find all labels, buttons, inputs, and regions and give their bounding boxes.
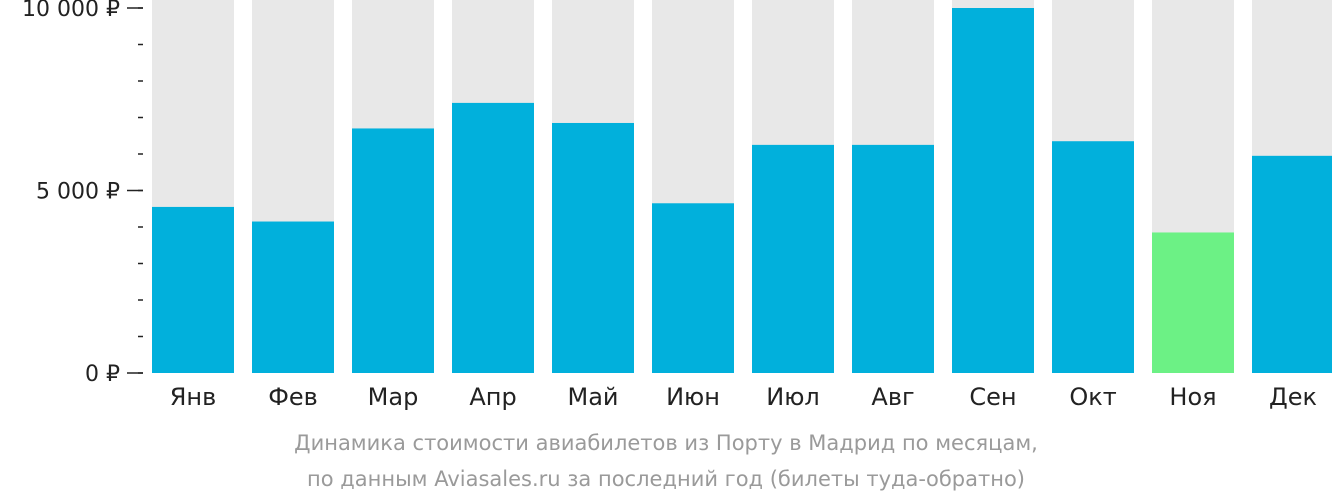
bar-6 xyxy=(652,203,734,373)
y-tick-label: 5 000 ₽ xyxy=(36,180,120,205)
bar-7 xyxy=(752,144,834,373)
bar-4 xyxy=(452,102,534,374)
y-axis: 0 ₽ 5 000 ₽ 10 000 ₽ xyxy=(22,0,143,387)
bar-chart: 0 ₽ 5 000 ₽ 10 000 ₽ Янв Фев Мар Апр Май Июн Июл… xyxy=(22,0,1332,411)
x-tick-label: Мар xyxy=(368,383,419,411)
bar-12 xyxy=(1252,155,1332,373)
x-axis: Янв Фев Мар Апр Май Июн Июл Авг Сен Окт Ноя Дек xyxy=(170,383,1317,411)
x-tick-label: Окт xyxy=(1069,383,1116,411)
y-tick-label: 0 ₽ xyxy=(85,362,120,387)
bar-5 xyxy=(552,122,634,373)
x-tick-label: Сен xyxy=(969,383,1016,411)
x-tick-label: Янв xyxy=(170,383,217,411)
x-tick-label: Ноя xyxy=(1169,383,1216,411)
chart-caption-line-2: по данным Aviasales.ru за последний год … xyxy=(307,467,1025,491)
y-tick-label: 10 000 ₽ xyxy=(22,0,120,22)
chart-caption-line-1: Динамика стоимости авиабилетов из Порту … xyxy=(294,431,1038,455)
data-bars xyxy=(152,8,1332,374)
bar-2 xyxy=(252,221,334,373)
bar-11 xyxy=(1152,232,1234,373)
x-tick-label: Июл xyxy=(766,383,820,411)
bar-3 xyxy=(352,128,434,373)
bar-9 xyxy=(952,8,1034,373)
bar-10 xyxy=(1052,141,1134,373)
x-tick-label: Май xyxy=(567,383,618,411)
x-tick-label: Авг xyxy=(871,383,914,411)
x-tick-label: Июн xyxy=(666,383,720,411)
x-tick-label: Дек xyxy=(1269,383,1317,411)
bar-1 xyxy=(152,206,234,373)
bar-8 xyxy=(852,144,934,373)
x-tick-label: Апр xyxy=(469,383,516,411)
x-tick-label: Фев xyxy=(268,383,318,411)
